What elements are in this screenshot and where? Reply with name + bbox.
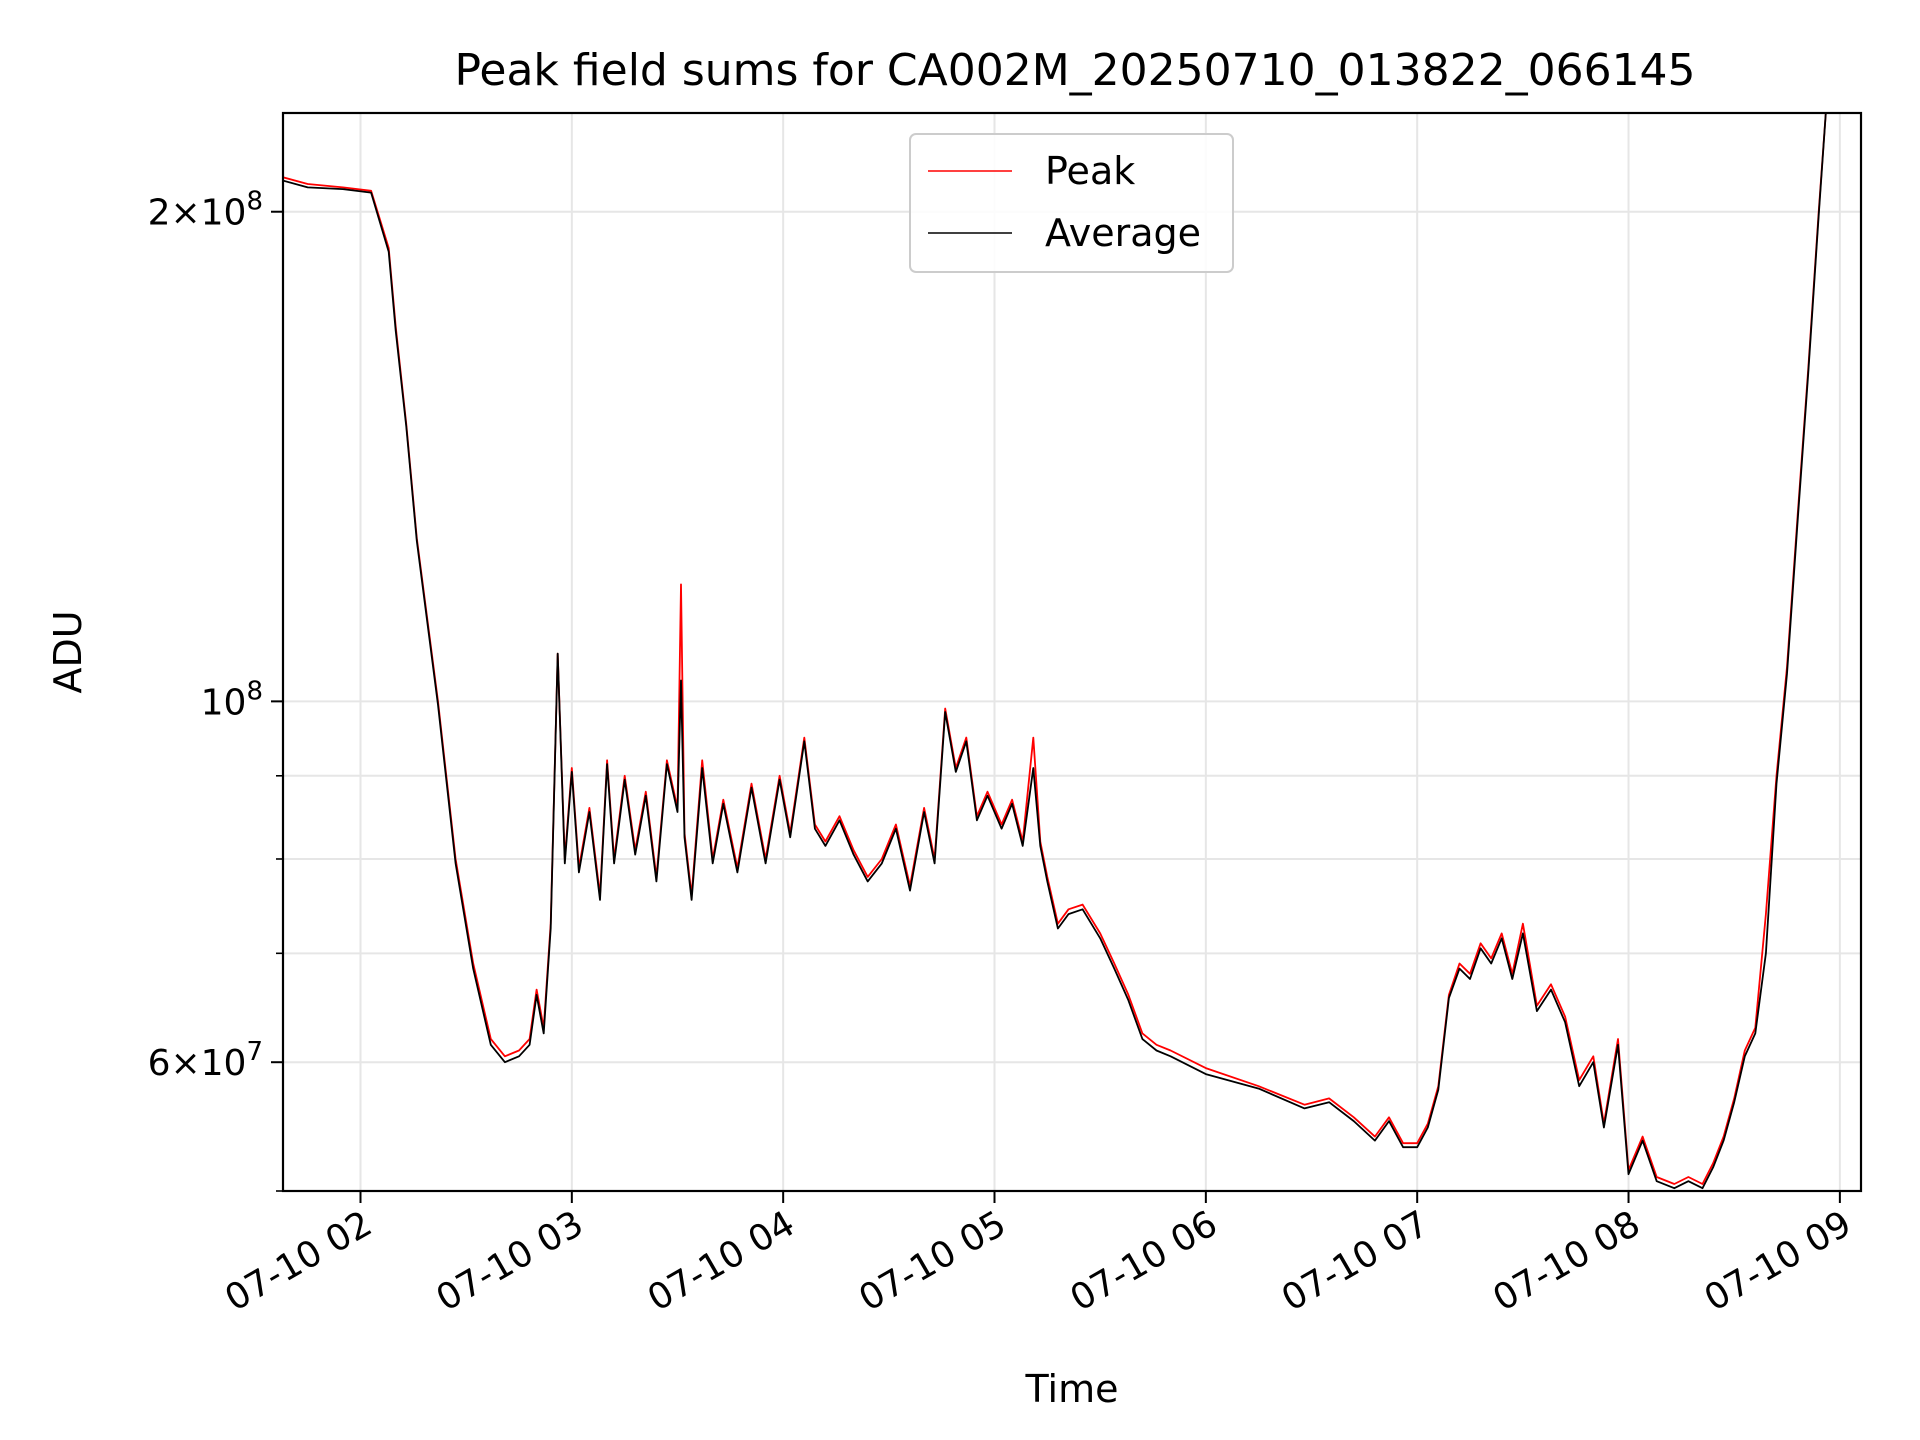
series-line-average <box>283 113 1827 1190</box>
x-axis-label: Time <box>1025 1367 1119 1411</box>
y-axis-label: ADU <box>46 610 90 693</box>
chart-title: Peak field sums for CA002M_20250710_0138… <box>454 45 1695 96</box>
plot-lines <box>283 113 1827 1190</box>
legend-box <box>909 133 1234 273</box>
y-tick-label: 108 <box>201 676 263 723</box>
plot-frame <box>281 111 1863 1193</box>
legend-peak-label: Peak <box>1045 149 1135 193</box>
legend-average-label: Average <box>1045 211 1201 255</box>
legend: Peak Average <box>909 133 1234 273</box>
y-tick-label: 2×108 <box>148 187 263 234</box>
y-tick-label: 6×107 <box>148 1037 263 1084</box>
